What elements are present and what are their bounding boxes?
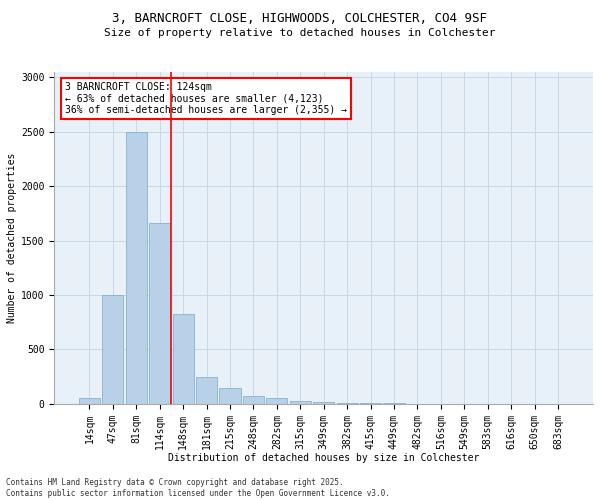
Text: Size of property relative to detached houses in Colchester: Size of property relative to detached ho… <box>104 28 496 38</box>
Y-axis label: Number of detached properties: Number of detached properties <box>7 152 17 323</box>
Bar <box>220 388 241 404</box>
Bar <box>266 398 287 404</box>
Bar <box>290 400 311 404</box>
Text: Contains HM Land Registry data © Crown copyright and database right 2025.
Contai: Contains HM Land Registry data © Crown c… <box>6 478 390 498</box>
Bar <box>125 132 147 404</box>
Text: 3 BARNCROFT CLOSE: 124sqm
← 63% of detached houses are smaller (4,123)
36% of se: 3 BARNCROFT CLOSE: 124sqm ← 63% of detac… <box>65 82 347 115</box>
X-axis label: Distribution of detached houses by size in Colchester: Distribution of detached houses by size … <box>168 453 479 463</box>
Bar <box>360 403 381 404</box>
Bar <box>102 295 124 404</box>
Bar <box>243 396 264 404</box>
Bar <box>149 223 170 404</box>
Bar <box>79 398 100 404</box>
Bar <box>313 402 334 404</box>
Text: 3, BARNCROFT CLOSE, HIGHWOODS, COLCHESTER, CO4 9SF: 3, BARNCROFT CLOSE, HIGHWOODS, COLCHESTE… <box>113 12 487 26</box>
Bar <box>196 376 217 404</box>
Bar <box>173 314 194 404</box>
Bar <box>337 403 358 404</box>
